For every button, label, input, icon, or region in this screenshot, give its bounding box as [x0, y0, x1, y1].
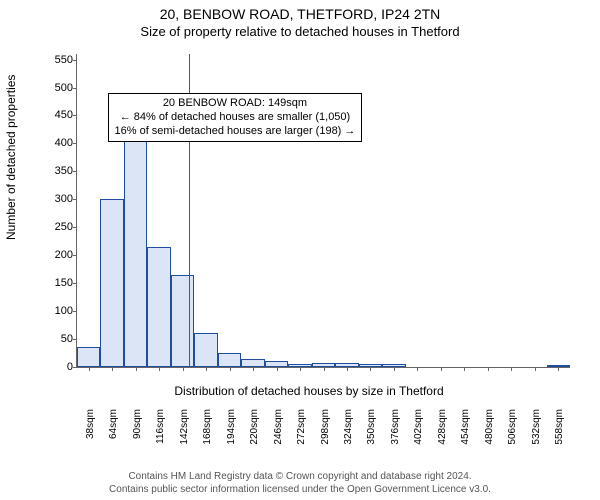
- histogram-bar: [241, 359, 264, 367]
- x-tick-label: 298sqm: [320, 409, 331, 445]
- x-tick-label: 64sqm: [108, 409, 119, 439]
- x-tick-label: 90sqm: [132, 409, 143, 439]
- page-title: 20, BENBOW ROAD, THETFORD, IP24 2TN: [10, 6, 590, 22]
- x-tick-mark: [300, 367, 301, 371]
- y-tick-mark: [73, 115, 77, 116]
- x-axis-label: Distribution of detached houses by size …: [48, 384, 570, 398]
- y-tick-mark: [73, 60, 77, 61]
- x-tick-label: 428sqm: [437, 409, 448, 445]
- histogram-bar: [124, 121, 147, 367]
- y-tick-mark: [73, 283, 77, 284]
- x-tick-label: 324sqm: [343, 409, 354, 445]
- x-tick-label: 506sqm: [507, 409, 518, 445]
- x-tick-mark: [206, 367, 207, 371]
- histogram-bar: [147, 247, 170, 367]
- plot-area: 05010015020025030035040045050055038sqm64…: [76, 54, 570, 368]
- histogram-bar: [100, 199, 123, 367]
- y-tick-mark: [73, 88, 77, 89]
- histogram-bar: [218, 353, 241, 367]
- x-tick-mark: [347, 367, 348, 371]
- x-tick-label: 350sqm: [366, 409, 377, 445]
- x-tick-mark: [253, 367, 254, 371]
- chart-wrap: 05010015020025030035040045050055038sqm64…: [48, 50, 570, 428]
- annotation-line2: ← 84% of detached houses are smaller (1,…: [115, 111, 356, 125]
- x-tick-label: 454sqm: [460, 409, 471, 445]
- footnote-line2: Contains public sector information licen…: [0, 484, 600, 497]
- x-tick-mark: [488, 367, 489, 371]
- x-tick-mark: [230, 367, 231, 371]
- x-tick-label: 194sqm: [226, 409, 237, 445]
- y-tick-mark: [73, 255, 77, 256]
- annotation-line1: 20 BENBOW ROAD: 149sqm: [115, 97, 356, 111]
- y-tick-mark: [73, 199, 77, 200]
- x-tick-mark: [89, 367, 90, 371]
- x-tick-mark: [441, 367, 442, 371]
- x-tick-label: 532sqm: [531, 409, 542, 445]
- y-tick-mark: [73, 143, 77, 144]
- x-tick-mark: [112, 367, 113, 371]
- y-tick-mark: [73, 339, 77, 340]
- y-tick-mark: [73, 311, 77, 312]
- x-tick-label: 220sqm: [249, 409, 260, 445]
- x-tick-mark: [136, 367, 137, 371]
- x-tick-label: 38sqm: [85, 409, 96, 439]
- x-tick-mark: [370, 367, 371, 371]
- histogram-bar: [171, 275, 194, 367]
- x-tick-mark: [511, 367, 512, 371]
- x-tick-label: 272sqm: [296, 409, 307, 445]
- y-tick-mark: [73, 367, 77, 368]
- footnote: Contains HM Land Registry data © Crown c…: [0, 471, 600, 496]
- x-tick-mark: [183, 367, 184, 371]
- x-tick-mark: [394, 367, 395, 371]
- x-tick-label: 402sqm: [413, 409, 424, 445]
- x-tick-label: 246sqm: [273, 409, 284, 445]
- x-tick-mark: [277, 367, 278, 371]
- page-subtitle: Size of property relative to detached ho…: [10, 24, 590, 39]
- y-tick-mark: [73, 171, 77, 172]
- x-tick-label: 116sqm: [155, 409, 166, 444]
- title-area: 20, BENBOW ROAD, THETFORD, IP24 2TN Size…: [0, 0, 600, 41]
- y-axis-label: Number of detached properties: [4, 75, 18, 240]
- y-tick-mark: [73, 227, 77, 228]
- footnote-line1: Contains HM Land Registry data © Crown c…: [0, 471, 600, 484]
- x-tick-mark: [558, 367, 559, 371]
- x-tick-mark: [464, 367, 465, 371]
- x-tick-label: 142sqm: [179, 409, 190, 445]
- annotation-box: 20 BENBOW ROAD: 149sqm← 84% of detached …: [108, 93, 363, 142]
- x-tick-mark: [324, 367, 325, 371]
- x-tick-mark: [417, 367, 418, 371]
- histogram-bar: [194, 333, 217, 367]
- x-tick-label: 168sqm: [202, 409, 213, 445]
- x-tick-label: 376sqm: [390, 409, 401, 445]
- x-tick-mark: [535, 367, 536, 371]
- x-tick-label: 480sqm: [484, 409, 495, 445]
- x-tick-label: 558sqm: [554, 409, 565, 445]
- histogram-bar: [77, 347, 100, 367]
- x-tick-mark: [159, 367, 160, 371]
- annotation-line3: 16% of semi-detached houses are larger (…: [115, 125, 356, 139]
